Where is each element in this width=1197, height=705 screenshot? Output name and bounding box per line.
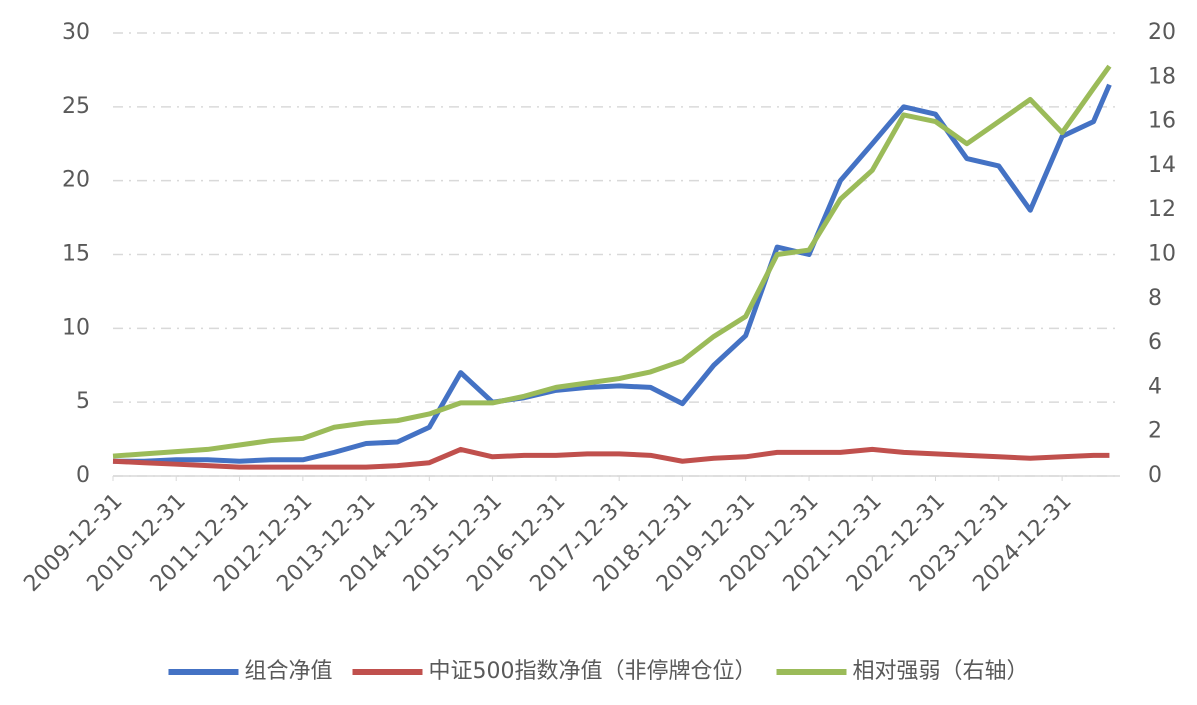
legend-label: 中证500指数净值（非停牌仓位） [429, 659, 757, 684]
series-line [113, 83, 1112, 464]
y2-tick-label: 6 [1148, 330, 1162, 355]
y-tick-label: 5 [76, 389, 90, 414]
y2-tick-label: 16 [1148, 109, 1176, 134]
y-tick-label: 25 [62, 94, 90, 119]
y-tick-label: 0 [76, 463, 90, 488]
y2-tick-label: 20 [1148, 20, 1176, 45]
y-tick-label: 20 [62, 168, 90, 193]
legend-label: 组合净值 [244, 659, 332, 684]
y2-tick-label: 0 [1148, 463, 1162, 488]
y2-tick-label: 8 [1148, 286, 1162, 311]
y2-tick-label: 12 [1148, 197, 1176, 222]
series-line [112, 64, 1112, 459]
y2-tick-label: 4 [1148, 374, 1162, 399]
y-tick-label: 10 [62, 315, 90, 340]
y2-tick-label: 2 [1148, 419, 1162, 444]
y-tick-label: 30 [62, 20, 90, 45]
y2-tick-label: 18 [1148, 64, 1176, 89]
y2-tick-label: 14 [1148, 153, 1176, 178]
legend: 组合净值 中证500指数净值（非停牌仓位） 相对强弱（右轴） [168, 659, 1029, 684]
y-tick-label: 15 [62, 242, 90, 267]
series-line [112, 446, 1110, 470]
y2-tick-label: 10 [1148, 242, 1176, 267]
legend-label: 相对强弱（右轴） [853, 659, 1029, 684]
